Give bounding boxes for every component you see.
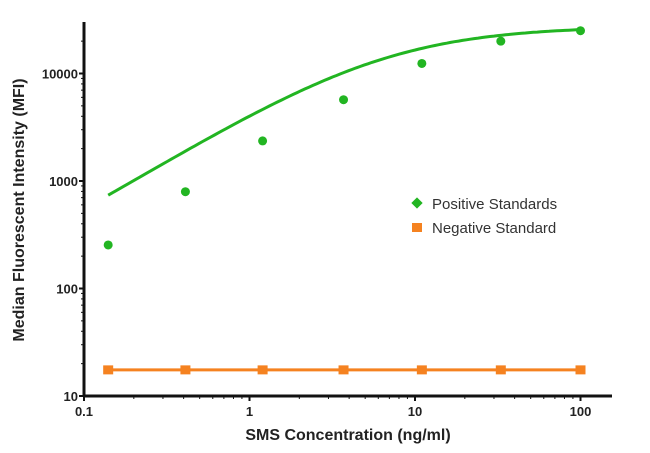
- y-tick-label: 1000: [49, 174, 78, 189]
- y-tick-label: 10: [64, 389, 78, 404]
- positive-data-point: [496, 36, 506, 46]
- legend-green-diamond-icon: [411, 197, 423, 209]
- positive-data-point: [103, 240, 113, 250]
- negative-data-point: [180, 365, 191, 375]
- positive-data-point: [417, 58, 427, 68]
- positive-data-point: [339, 95, 349, 105]
- y-tick-label: 10000: [42, 67, 78, 82]
- y-ticks: 10 100 1000 10000: [42, 40, 84, 404]
- x-tick-label: 10: [408, 404, 422, 419]
- negative-data-point: [338, 365, 349, 375]
- x-tick-label: 100: [570, 404, 592, 419]
- negative-data-point: [575, 365, 586, 375]
- negative-data-point: [495, 365, 506, 375]
- legend-item-positive: Positive Standards: [411, 196, 557, 213]
- negative-data-point: [416, 365, 427, 375]
- legend-orange-square-icon: [412, 223, 422, 232]
- y-tick-label: 100: [56, 282, 78, 297]
- x-tick-label: 1: [246, 404, 253, 419]
- negative-data-point: [257, 365, 268, 375]
- legend-item-negative: Negative Standard: [412, 220, 556, 237]
- y-axis-title: Median Fluorescent Intensity (MFI): [11, 78, 28, 341]
- legend-label-negative: Negative Standard: [432, 220, 556, 237]
- x-tick-label: 0.1: [75, 404, 93, 419]
- positive-data-point: [258, 136, 268, 146]
- legend-label-positive: Positive Standards: [432, 196, 557, 213]
- positive-fit-curve: [107, 28, 581, 197]
- legend: Positive Standards Negative Standard: [411, 196, 557, 237]
- positive-data-point: [180, 187, 190, 197]
- negative-data-point: [103, 365, 114, 375]
- x-axis-title: SMS Concentration (ng/ml): [245, 427, 450, 444]
- positive-data-point: [576, 26, 585, 36]
- x-ticks: 0.1 1 10 100: [75, 396, 591, 419]
- series-layer: [103, 26, 586, 375]
- axes: 10 100 1000 10000 0.1 1 10 100: [42, 22, 612, 419]
